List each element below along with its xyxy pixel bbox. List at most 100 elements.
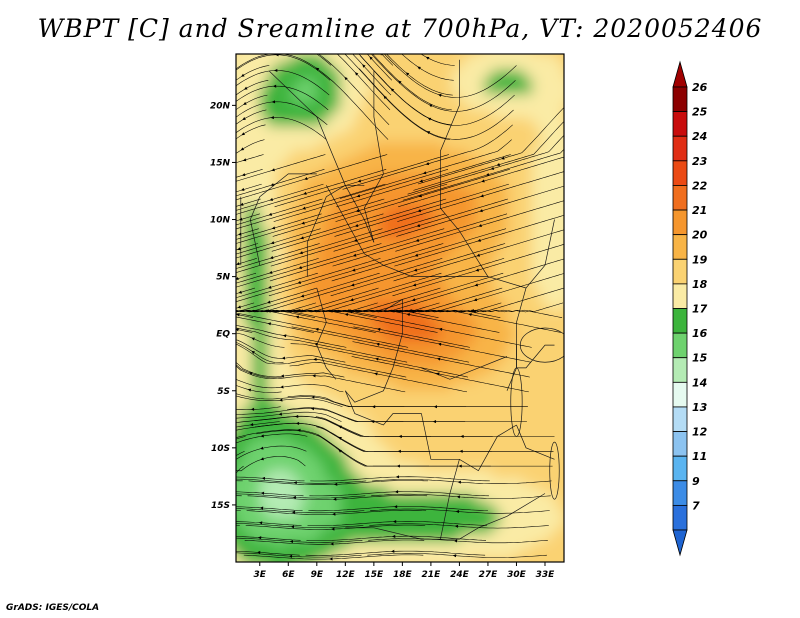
field-cell (540, 262, 549, 271)
field-cell (388, 246, 397, 255)
field-cell (556, 86, 564, 95)
field-cell (572, 174, 581, 183)
field-cell (436, 110, 445, 119)
field-cell (364, 422, 373, 431)
field-cell (492, 438, 501, 447)
field-cell (556, 382, 564, 391)
field-cell (532, 550, 541, 559)
field-cell (276, 382, 285, 391)
field-cell (316, 462, 325, 471)
field-cell (572, 462, 581, 471)
field-cell (260, 206, 269, 215)
streamline (236, 258, 257, 265)
field-cell (500, 342, 509, 351)
field-cell (396, 70, 405, 79)
field-cell (420, 350, 429, 359)
field-cell (340, 38, 349, 47)
field-cell (340, 486, 349, 495)
field-cell (316, 134, 325, 143)
field-cell (396, 238, 405, 247)
field-cell (428, 366, 437, 375)
field-cell (300, 486, 309, 495)
field-cell (372, 430, 381, 439)
field-cell (500, 518, 509, 527)
field-cell (324, 550, 333, 559)
field-cell (268, 566, 277, 575)
field-cell (388, 198, 397, 207)
field-cell (564, 174, 573, 183)
field-cell (268, 422, 277, 431)
streamline-arrow (251, 337, 255, 341)
field-cell (332, 222, 341, 231)
field-cell (300, 206, 309, 215)
streamline-arrow (271, 226, 276, 230)
field-cell (564, 86, 573, 95)
field-cell (564, 158, 573, 167)
field-cell (556, 286, 564, 295)
field-cell (220, 366, 229, 375)
colorbar-segment (672, 234, 688, 260)
field-cell (380, 254, 389, 263)
streamline (236, 258, 381, 302)
field-cell (476, 230, 485, 239)
field-cell (532, 518, 541, 527)
field-cell (532, 262, 541, 271)
field-cell (452, 398, 461, 407)
field-cell (540, 534, 549, 543)
field-cell (388, 390, 397, 399)
field-cell (468, 334, 477, 343)
field-cell (316, 518, 325, 527)
field-cell (540, 150, 549, 159)
field-cell (364, 510, 373, 519)
field-cell (484, 270, 493, 279)
field-cell (388, 142, 397, 151)
field-cell (388, 398, 397, 407)
field-cell (268, 390, 277, 399)
field-cell (316, 198, 325, 207)
field-cell (540, 518, 549, 527)
field-cell (468, 222, 477, 231)
field-cell (332, 390, 341, 399)
field-cell (548, 110, 557, 119)
field-cell (268, 406, 277, 415)
field-cell (524, 182, 533, 191)
field-cell (516, 406, 525, 415)
field-cell (476, 422, 485, 431)
field-cell (372, 398, 381, 407)
streamline-arrow (236, 328, 239, 332)
field-cell (436, 230, 445, 239)
field-cell (460, 462, 469, 471)
field-cell (356, 550, 365, 559)
streamline-arrow (267, 300, 271, 304)
streamline (236, 183, 324, 211)
field-cell (268, 150, 277, 159)
field-cell (452, 366, 461, 375)
field-cell (236, 126, 245, 135)
field-cell (380, 430, 389, 439)
streamline-arrow (269, 256, 274, 260)
field-cell (508, 414, 517, 423)
field-cell (420, 174, 429, 183)
field-cell (236, 134, 245, 143)
field-cell (340, 414, 349, 423)
field-cell (532, 94, 541, 103)
field-cell (364, 86, 373, 95)
field-cell (508, 214, 517, 223)
field-cell (380, 190, 389, 199)
field-cell (260, 494, 269, 503)
streamline (236, 154, 326, 182)
field-cell (484, 406, 493, 415)
field-cell (572, 470, 581, 479)
field-cell (564, 398, 573, 407)
streamline-arrow (480, 194, 484, 198)
field-cell (324, 422, 333, 431)
field-cell (372, 270, 381, 279)
field-cell (412, 214, 421, 223)
field-cell (364, 94, 373, 103)
field-cell (284, 70, 293, 79)
streamline (372, 54, 452, 111)
field-cell (412, 446, 421, 455)
field-cell (476, 534, 485, 543)
field-cell (236, 158, 245, 167)
field-cell (476, 486, 485, 495)
